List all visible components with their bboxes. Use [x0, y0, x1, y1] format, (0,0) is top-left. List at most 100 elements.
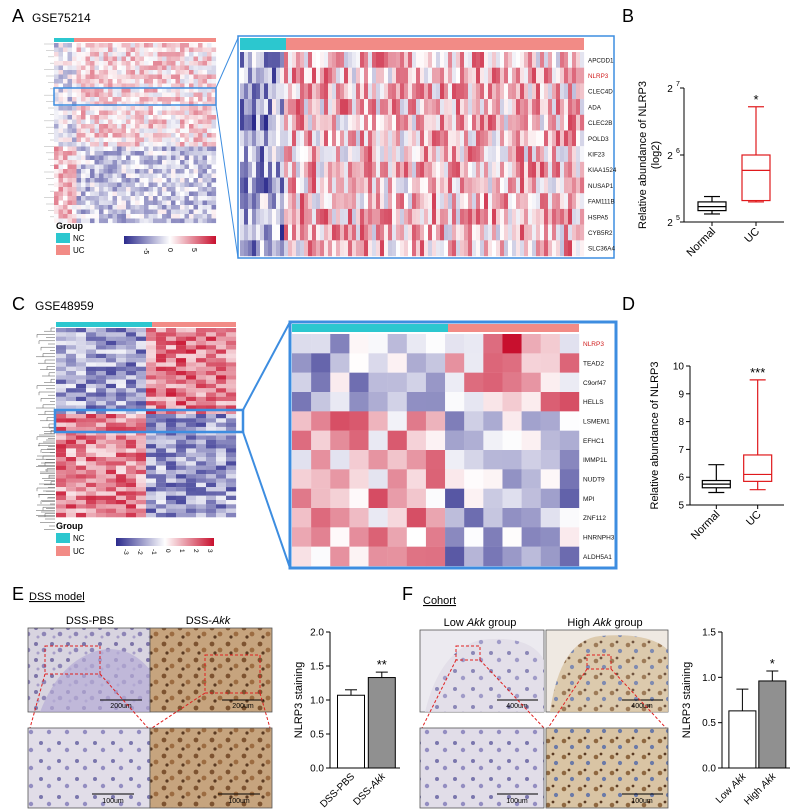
panel-c-overview-cell	[176, 457, 187, 462]
panel-c-overview-cell	[116, 414, 127, 419]
panel-a-overview-cell	[139, 155, 145, 161]
panel-c-overview-cell	[106, 362, 117, 367]
panel-a-overview-cell	[108, 92, 113, 98]
panel-a-zoom-cell	[568, 146, 573, 163]
panel-a-overview-cell	[153, 110, 158, 116]
panel-a-overview-cell	[85, 97, 91, 102]
panel-a-overview-cell	[58, 191, 64, 197]
panel-a-overview-cell	[162, 43, 167, 48]
panel-c-overview-cell	[106, 392, 117, 397]
panel-c-zoom-cell	[406, 353, 427, 373]
panel-c-zoom-cell	[502, 527, 522, 547]
panel-c-overview-cell	[56, 504, 67, 509]
panel-c-overview-cell	[66, 414, 77, 419]
panel-a-overview-cell	[175, 56, 181, 62]
panel-a-overview-cell	[126, 43, 131, 48]
panel-a-overview-cell	[121, 92, 127, 98]
panel-c-overview-cell	[86, 379, 97, 384]
panel-a-overview-cell	[99, 124, 104, 129]
panel-a-overview-cell	[180, 101, 185, 107]
panel-a-overview-cell	[202, 65, 208, 71]
panel-a-zoom-cell	[416, 161, 421, 178]
panel-a-overview-cell	[180, 110, 185, 116]
panel-a-zoom-cell	[268, 177, 273, 194]
panel-a-overview-cell	[198, 61, 203, 66]
panel-c-overview-cell	[66, 474, 77, 479]
panel-a-zoom-cell	[332, 130, 337, 147]
panel-a-zoom-cell	[468, 177, 473, 194]
panel-a-overview-cell	[99, 155, 104, 161]
panel-c-overview-cell	[206, 340, 217, 346]
panel-c-overview-cell	[116, 439, 127, 445]
panel-c-overview-cell	[76, 431, 87, 436]
panel-a-zoom-cell	[528, 52, 533, 68]
panel-c-overview-cell	[196, 362, 207, 367]
panel-c-overview-cell	[226, 457, 237, 462]
panel-a-zoom-cell	[384, 193, 389, 210]
panel-a-zoom-cell	[512, 99, 517, 115]
panel-c-overview-cell	[176, 332, 187, 337]
panel-a-zoom-cell	[492, 52, 497, 68]
panel-a-overview-cell	[157, 106, 163, 111]
panel-a-overview-cell	[135, 218, 140, 224]
panel-a-zoom-cell	[368, 240, 373, 257]
panel-a-overview-cell	[54, 124, 59, 129]
panel-a-zoom-cell	[500, 240, 505, 257]
y-axis-label: NLRP3 staining	[681, 662, 693, 738]
panel-a-zoom-cell	[296, 67, 301, 84]
panel-c-overview-cell	[96, 388, 107, 393]
panel-c-overview-cell	[56, 500, 67, 505]
panel-a-overview-cell	[67, 43, 73, 48]
panel-a-zoom-cell	[460, 161, 465, 178]
panel-a-overview-cell	[90, 61, 95, 66]
panel-a-overview-cell	[90, 70, 95, 75]
panel-a-overview-cell	[157, 164, 163, 170]
panel-a-zoom-cell	[284, 130, 289, 147]
panel-a-zoom-cell	[496, 161, 501, 178]
panel-a-overview-cell	[171, 151, 176, 156]
panel-a-zoom-cell	[284, 208, 289, 225]
panel-a-overview-cell	[171, 196, 176, 201]
panel-a-zoom-cell	[544, 177, 549, 194]
panel-a-zoom-cell	[424, 67, 429, 84]
panel-c-zoom-cell	[330, 527, 350, 547]
panel-c-overview-cell	[166, 457, 177, 462]
panel-c-overview-cell	[166, 392, 177, 397]
panel-a-zoom-cell	[480, 130, 485, 147]
panel-a-overview-cell	[117, 142, 122, 147]
panel-c-overview-cell	[196, 461, 207, 466]
panel-a-overview-cell	[126, 119, 131, 125]
panel-a-zoom-cell	[452, 83, 457, 100]
panel-a-zoom-cell	[332, 193, 337, 210]
panel-a-overview-cell	[157, 214, 163, 219]
panel-a-zoom-cell	[356, 114, 361, 131]
panel-c-zoom-cell	[540, 488, 561, 509]
panel-a-overview-cell	[144, 70, 149, 75]
panel-a-overview-cell	[126, 97, 131, 102]
panel-a-zoom-cell	[556, 99, 561, 115]
panel-c-overview-cell	[56, 422, 67, 427]
panel-c-overview-cell	[66, 405, 77, 410]
panel-a-zoom-cell	[536, 240, 541, 257]
panel-a-overview-cell	[211, 209, 217, 215]
panel-a-overview-cell	[103, 209, 109, 215]
panel-a-overview-cell	[90, 88, 95, 93]
panel-c-overview-cell	[126, 457, 137, 462]
panel-a-overview-cell	[180, 43, 185, 48]
panel-a-overview-cell	[162, 92, 167, 98]
panel-a-zoom-cell	[456, 208, 461, 225]
panel-c-overview-cell	[136, 500, 147, 505]
panel-a-zoom-cell	[252, 83, 257, 100]
panel-a-overview-cell	[139, 124, 145, 129]
panel-a-zoom-cell	[488, 161, 493, 178]
panel-a-overview-cell	[162, 56, 167, 62]
panel-c-overview-cell	[166, 401, 177, 406]
panel-c-overview-cell	[146, 457, 157, 462]
panel-c-overview-cell	[106, 396, 117, 402]
panel-a-overview-cell	[67, 65, 73, 71]
panel-c-overview-cell	[76, 396, 87, 402]
panel-a-overview-cell	[144, 128, 149, 134]
panel-a-zoom-cell	[252, 240, 257, 257]
panel-c-overview-cell	[176, 414, 187, 419]
panel-a-overview-cell	[198, 92, 203, 98]
